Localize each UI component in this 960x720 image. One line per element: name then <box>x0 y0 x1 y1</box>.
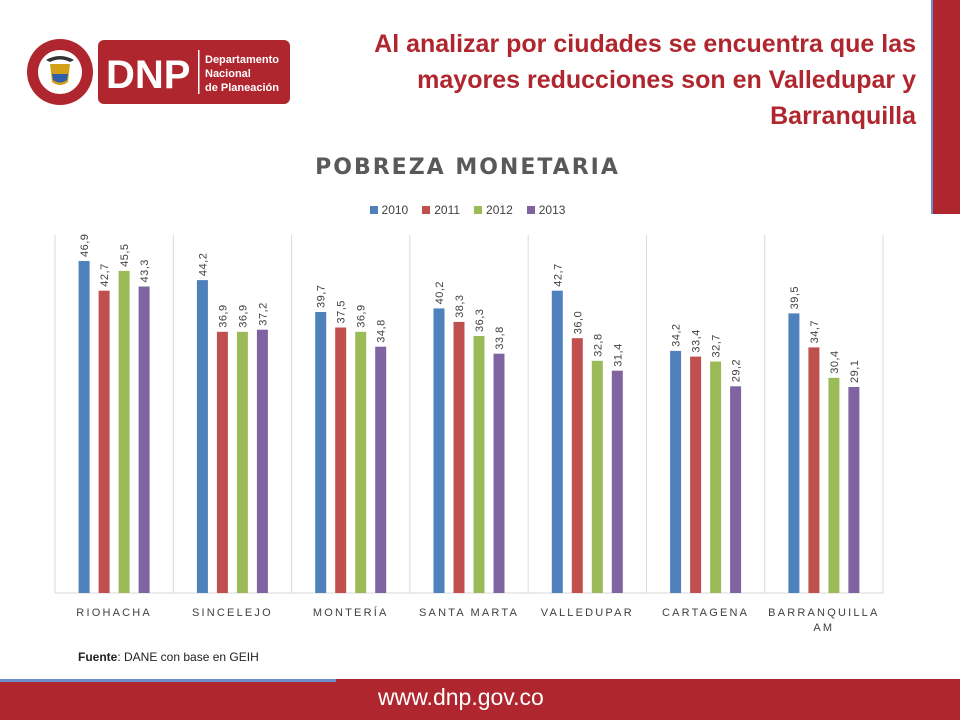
data-label: 46,9 <box>79 234 91 257</box>
footer-url-link[interactable]: www.dnp.gov.co <box>378 684 544 710</box>
logo-line-1: Departamento <box>205 54 279 66</box>
bar-valledupar-2010 <box>551 290 563 593</box>
data-label: 44,2 <box>197 253 209 276</box>
category-label: RIOHACHA <box>76 607 152 619</box>
category-label: SINCELEJO <box>192 607 273 619</box>
data-label: 37,2 <box>257 302 269 325</box>
bar-barranquilla-am-2011 <box>808 347 820 593</box>
data-label: 42,7 <box>552 263 564 286</box>
data-label: 32,7 <box>711 334 723 357</box>
bar-montería-2012 <box>355 331 367 593</box>
data-label: 38,3 <box>454 294 466 317</box>
slide-headline: Al analizar por ciudades se encuentra qu… <box>374 30 916 130</box>
legend-item-2010: 2010 <box>369 203 409 217</box>
legend-item-2011: 2011 <box>422 203 460 217</box>
legend-label: 2013 <box>538 203 566 217</box>
data-label: 32,8 <box>592 333 604 356</box>
data-label: 40,2 <box>434 281 446 304</box>
logo-acronym: DNP <box>106 53 190 97</box>
bar-riohacha-2011 <box>98 290 110 593</box>
legend-swatch <box>526 206 535 214</box>
bar-santa-marta-2010 <box>433 308 445 593</box>
category-label: BARRANQUILLA AM <box>768 607 879 634</box>
bar-sincelejo-2011 <box>216 331 228 593</box>
bar-sincelejo-2013 <box>256 329 268 593</box>
data-label: 30,4 <box>829 350 841 373</box>
bar-cartagena-2010 <box>670 350 682 593</box>
source-text: : DANE con base en GEIH <box>117 650 259 664</box>
data-label: 31,4 <box>612 343 624 366</box>
data-label: 36,3 <box>474 309 486 332</box>
legend-swatch <box>474 206 483 214</box>
data-label: 33,4 <box>691 329 703 352</box>
chart-legend: 2010 2011 2012 2013 <box>0 203 935 217</box>
bar-riohacha-2013 <box>138 286 150 593</box>
data-label: 36,9 <box>356 304 368 327</box>
source-label: Fuente <box>78 650 118 664</box>
data-label: 29,2 <box>731 359 743 382</box>
footer-accent-line <box>0 679 336 682</box>
data-label: 29,1 <box>849 360 861 383</box>
bar-valledupar-2012 <box>591 360 603 593</box>
data-label: 42,7 <box>99 263 111 286</box>
bar-barranquilla-am-2010 <box>788 313 800 593</box>
bar-cartagena-2012 <box>710 361 722 593</box>
data-label: 36,9 <box>237 304 249 327</box>
category-label: VALLEDUPAR <box>541 607 634 619</box>
dnp-logo: DNP Departamento Nacional de Planeación <box>27 39 290 105</box>
data-label: 39,7 <box>316 285 328 308</box>
footer-bar <box>0 679 960 720</box>
data-label: 34,7 <box>809 320 821 343</box>
bar-valledupar-2013 <box>611 370 623 593</box>
bar-santa-marta-2013 <box>493 353 505 593</box>
chart-title: POBREZA MONETARIA <box>315 155 620 180</box>
source-note: Fuente: DANE con base en GEIH <box>78 650 259 664</box>
data-label: 36,9 <box>217 304 229 327</box>
data-label: 36,0 <box>572 311 584 334</box>
category-label: SANTA MARTA <box>419 607 519 619</box>
data-label: 39,5 <box>789 286 801 309</box>
data-label: 43,3 <box>139 259 151 282</box>
bar-barranquilla-am-2013 <box>848 387 860 593</box>
category-label: CARTAGENA <box>662 607 749 619</box>
bar-sincelejo-2010 <box>196 280 208 593</box>
data-label: 45,5 <box>119 243 131 266</box>
legend-label: 2011 <box>434 203 461 217</box>
bar-montería-2010 <box>315 312 327 593</box>
legend-label: 2010 <box>381 203 409 217</box>
logo-line-2: Nacional <box>205 68 251 80</box>
bar-sincelejo-2012 <box>236 331 248 593</box>
data-label: 34,8 <box>376 319 388 342</box>
bar-montería-2011 <box>335 327 347 593</box>
legend-swatch <box>422 206 431 214</box>
logo-line-3: de Planeación <box>205 82 279 94</box>
category-label: MONTERÍA <box>313 606 389 619</box>
bar-valledupar-2011 <box>571 338 583 593</box>
bar-santa-marta-2011 <box>453 321 465 593</box>
legend-swatch <box>369 206 378 214</box>
legend-item-2013: 2013 <box>526 203 566 217</box>
data-label: 37,5 <box>336 300 348 323</box>
legend-label: 2012 <box>486 203 513 217</box>
bar-cartagena-2013 <box>730 386 742 593</box>
bar-cartagena-2011 <box>690 356 702 593</box>
bar-riohacha-2010 <box>78 261 90 593</box>
bar-riohacha-2012 <box>118 270 130 593</box>
bar-barranquilla-am-2012 <box>828 377 840 593</box>
right-accent-bar <box>931 0 960 214</box>
bar-chart: 46,9 42,7 45,5 43,3 RIOHACHA 44,2 36,9 36,9 37,2… <box>54 234 884 634</box>
bar-montería-2013 <box>375 346 387 593</box>
data-label: 34,2 <box>671 323 683 346</box>
legend-item-2012: 2012 <box>474 203 513 217</box>
bar-santa-marta-2012 <box>473 336 485 593</box>
data-label: 33,8 <box>494 326 506 349</box>
